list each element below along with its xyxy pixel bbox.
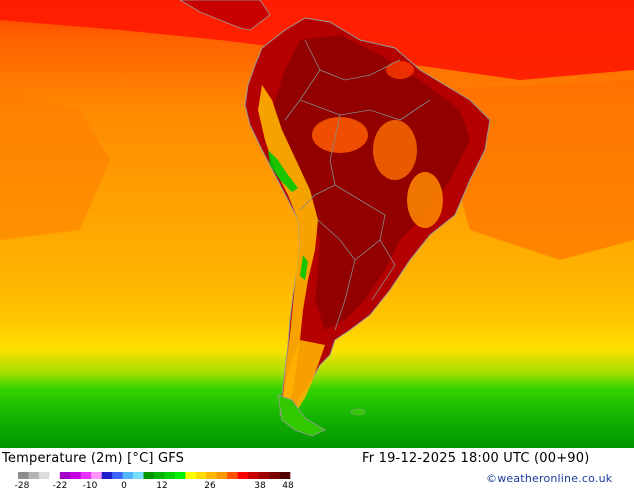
guiana-patch (386, 61, 414, 79)
scale-swatch (237, 472, 249, 479)
scale-swatch (28, 472, 40, 479)
scale-tick-label: -22 (53, 481, 68, 490)
scale-swatch (70, 472, 82, 479)
tierra-del-fuego (277, 394, 326, 437)
brazil-patch (407, 172, 443, 228)
scale-tick-label: -28 (15, 481, 30, 490)
map-datetime: Fr 19-12-2025 18:00 UTC (00+90) (362, 451, 590, 466)
scale-swatch (38, 472, 50, 479)
pacific-warm-pool (0, 90, 110, 240)
scale-tick-label: 38 (254, 481, 266, 490)
scale-tick-label: 26 (204, 481, 216, 490)
scale-tick-label: 12 (156, 481, 167, 490)
andes-strip (258, 85, 318, 410)
scale-swatch (206, 472, 218, 479)
scale-swatch (185, 472, 197, 479)
scale-swatch (122, 472, 134, 479)
scale-swatch (174, 472, 186, 479)
scale-swatch (18, 472, 29, 479)
scale-swatch (269, 472, 280, 479)
color-scale: -28 -22 -10 0 12 26 38 48 (15, 472, 294, 490)
scale-tick-label: 0 (121, 481, 127, 490)
scale-swatch (227, 472, 238, 479)
scale-swatch (279, 472, 291, 479)
central-america (179, 0, 271, 31)
scale-swatch (154, 472, 165, 479)
scale-tick-label: 48 (282, 481, 294, 490)
scale-swatch (49, 472, 61, 479)
credit-link[interactable]: ©weatheronline.co.uk (486, 472, 613, 485)
amazon-patch-1 (312, 117, 368, 153)
scale-swatch (59, 472, 71, 479)
scale-swatch (248, 472, 259, 479)
falkland-islands (350, 408, 366, 416)
temperature-map (0, 0, 634, 448)
scale-swatch (91, 472, 102, 479)
scale-tick-label: -10 (83, 481, 98, 490)
scale-swatch (101, 472, 113, 479)
scale-swatch (195, 472, 207, 479)
scale-swatch (133, 472, 144, 479)
amazon-patch-2 (373, 120, 417, 180)
scale-swatch (258, 472, 270, 479)
scale-swatch (80, 472, 92, 479)
andes-cold-spots (268, 150, 308, 280)
interior-hot-core (270, 35, 470, 330)
map-footer: Temperature (2m) [°C] GFS Fr 19-12-2025 … (0, 448, 634, 490)
scale-swatch (143, 472, 155, 479)
country-borders (284, 39, 431, 331)
scale-swatch (112, 472, 123, 479)
scale-swatch (216, 472, 228, 479)
scale-swatch (164, 472, 176, 479)
map-title: Temperature (2m) [°C] GFS (2, 451, 185, 466)
